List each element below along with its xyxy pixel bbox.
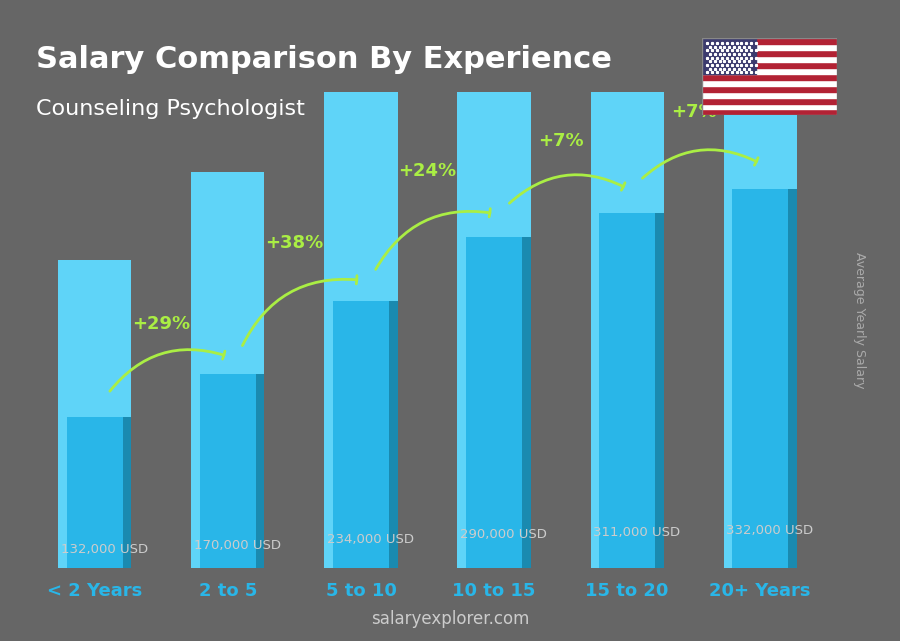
Bar — [457, 0, 531, 237]
Text: +24%: +24% — [399, 162, 456, 180]
Bar — [655, 198, 663, 569]
Bar — [702, 104, 837, 110]
Text: +29%: +29% — [132, 315, 191, 333]
Bar — [590, 0, 663, 213]
Bar — [702, 38, 837, 44]
Text: 311,000 USD: 311,000 USD — [593, 526, 680, 539]
Text: +7%: +7% — [538, 132, 583, 150]
Text: 332,000 USD: 332,000 USD — [726, 524, 814, 537]
Text: 132,000 USD: 132,000 USD — [61, 543, 148, 556]
Bar — [192, 366, 200, 569]
Bar — [702, 38, 756, 74]
Bar — [788, 173, 796, 569]
Bar — [58, 412, 67, 569]
Bar — [457, 223, 531, 569]
Text: 290,000 USD: 290,000 USD — [460, 528, 547, 541]
Text: 234,000 USD: 234,000 USD — [327, 533, 414, 546]
Bar — [122, 412, 131, 569]
Text: +7%: +7% — [670, 103, 716, 121]
Bar — [457, 223, 466, 569]
Bar — [702, 97, 837, 104]
Text: salaryexplorer.com: salaryexplorer.com — [371, 610, 529, 628]
Bar — [702, 86, 837, 92]
Bar — [324, 290, 398, 569]
Bar — [724, 0, 796, 188]
Bar — [192, 172, 265, 374]
Text: +38%: +38% — [266, 233, 324, 251]
Bar — [590, 198, 599, 569]
Bar — [702, 74, 837, 80]
Bar — [702, 110, 837, 115]
Bar — [324, 290, 333, 569]
Text: Salary Comparison By Experience: Salary Comparison By Experience — [36, 45, 612, 74]
Bar — [389, 290, 398, 569]
Bar — [724, 173, 796, 569]
Bar — [702, 80, 837, 86]
Bar — [324, 22, 398, 301]
Bar — [702, 92, 837, 97]
Bar — [702, 62, 837, 68]
Bar — [702, 50, 837, 56]
Bar — [702, 44, 837, 50]
Bar — [702, 56, 837, 62]
Bar — [192, 366, 265, 569]
Text: Counseling Psychologist: Counseling Psychologist — [36, 99, 305, 119]
Bar — [58, 412, 131, 569]
Text: 170,000 USD: 170,000 USD — [194, 539, 281, 553]
Bar — [724, 173, 733, 569]
Bar — [590, 198, 663, 569]
Bar — [256, 366, 265, 569]
Bar — [58, 260, 131, 417]
Bar — [522, 223, 531, 569]
Text: Average Yearly Salary: Average Yearly Salary — [853, 253, 866, 388]
Bar — [702, 68, 837, 74]
